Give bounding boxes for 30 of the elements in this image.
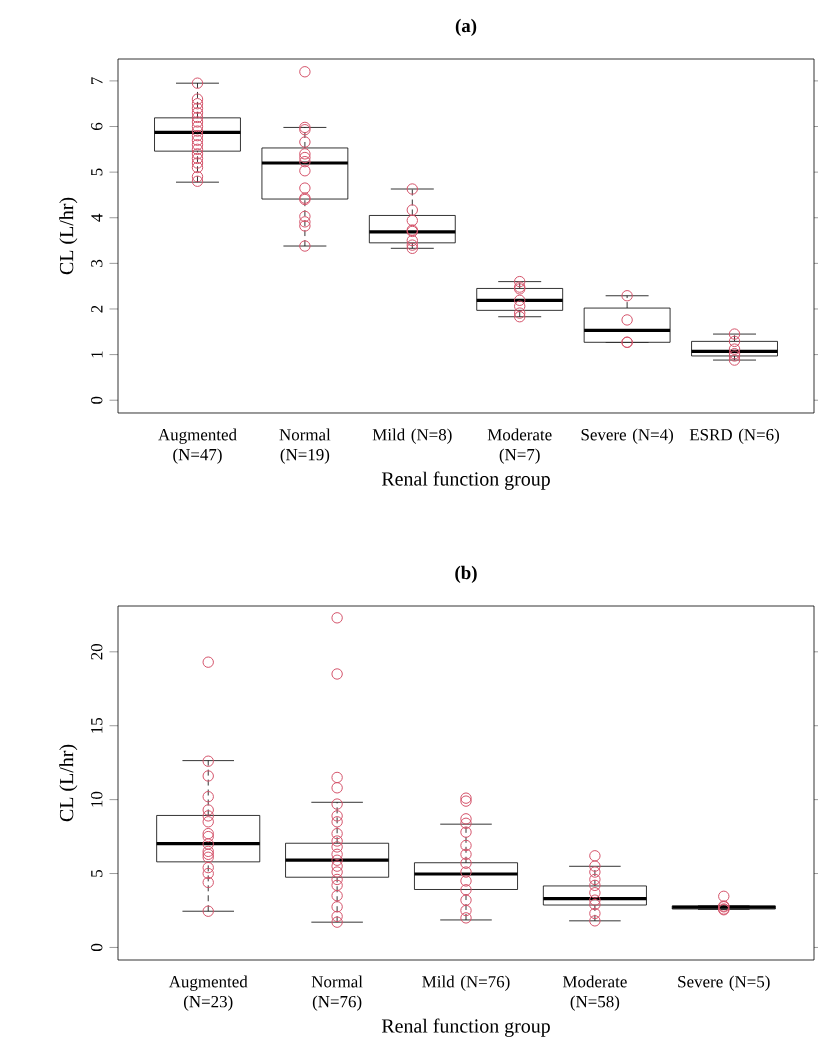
y-tick-label: 4 [91,213,103,222]
x-axis-title: Renal function group [381,1018,550,1037]
x-tick-label: Normal (N=76) [311,975,363,1011]
y-tick-label: 15 [91,717,103,733]
x-tick-label: Augmented (N=47) [158,428,237,464]
y-tick-label: 6 [91,122,103,131]
y-tick-label: 3 [91,259,103,267]
y-tick-label: 1 [91,351,103,358]
y-tick-label: 5 [91,869,103,877]
x-tick-label: Mild (N=8) [372,428,452,444]
y-tick-label: 0 [91,396,103,404]
x-tick-label: Normal (N=19) [279,428,331,464]
y-tick-label: 20 [91,644,103,660]
x-tick-label: Severe (N=4) [581,428,674,444]
y-tick-label: 10 [91,791,103,807]
x-axis-title: Renal function group [381,471,550,490]
x-tick-label: Moderate (N=58) [562,975,627,1011]
y-tick-label: 0 [91,943,103,952]
y-tick-label: 5 [91,168,103,176]
y-axis-title: CL (L/hr) [59,744,78,822]
y-tick-label: 7 [91,77,103,84]
x-tick-label: Mild (N=76) [422,975,510,991]
x-tick-label: Moderate (N=7) [487,428,552,464]
y-axis-title: CL (L/hr) [59,197,78,275]
x-tick-label: ESRD (N=6) [689,428,780,444]
x-tick-label: Augmented (N=23) [168,975,248,1011]
y-tick-label: 2 [91,305,103,313]
x-tick-label: Severe (N=5) [678,975,770,991]
chart-title: (b) [455,565,477,584]
chart-title: (a) [455,18,477,36]
